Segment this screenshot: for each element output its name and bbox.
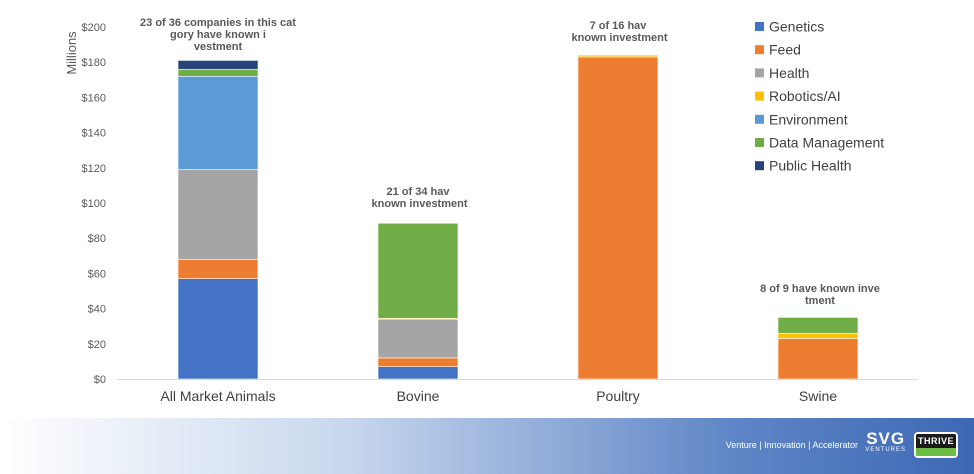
y-tick-label: $140 bbox=[82, 128, 106, 140]
footer-tagline: Venture | Innovation | Accelerator bbox=[725, 440, 858, 450]
legend-label: Robotics/AI bbox=[769, 88, 841, 104]
y-axis-label: Millions bbox=[64, 31, 79, 75]
y-tick-label: $180 bbox=[82, 57, 106, 69]
legend-label: Health bbox=[769, 65, 809, 81]
svg-ventures-logo: SVG VENTURES bbox=[865, 430, 906, 453]
y-tick-label: $0 bbox=[94, 374, 106, 386]
bars bbox=[177, 54, 859, 380]
y-tick-label: $100 bbox=[82, 198, 106, 210]
legend: Genetics Feed Health Robotics/AI Environment… bbox=[755, 19, 884, 174]
bar-segment-health bbox=[177, 169, 259, 260]
legend-swatch bbox=[755, 22, 764, 31]
bar-annotation: 8 of 9 have known inve tment bbox=[760, 283, 880, 307]
bar-annotation-line: 7 of 16 hav bbox=[590, 20, 648, 32]
legend-swatch bbox=[755, 91, 764, 101]
thrive-logo-text: THRIVE bbox=[917, 436, 954, 446]
y-tick-label: $160 bbox=[82, 92, 106, 104]
legend-label: Genetics bbox=[769, 19, 824, 35]
bar-annotation: 21 of 34 hav known investment bbox=[368, 186, 467, 210]
y-tick-label: $80 bbox=[88, 233, 106, 245]
bar-segment-genetics bbox=[377, 366, 459, 380]
y-axis: $0 $20 $40 $60 $80 $100 $120 $140 $160 $180 $200Mi… bbox=[64, 22, 106, 386]
bar-annotation-line: 23 of 36 companies in this cat bbox=[140, 17, 296, 29]
bar-annotation-line: known investment bbox=[368, 198, 467, 210]
legend-swatch bbox=[755, 114, 764, 124]
bar-segment-health bbox=[377, 318, 459, 359]
footer-banner: Venture | Innovation | Accelerator SVG V… bbox=[0, 418, 974, 474]
legend-label: Data Management bbox=[769, 135, 884, 151]
x-tick-label: All Market Animals bbox=[160, 388, 275, 404]
x-tick-label: Bovine bbox=[397, 388, 440, 404]
bar-annotation-line: gory have known i bbox=[170, 29, 266, 41]
bar-segment-feed bbox=[377, 357, 459, 367]
bar-segment-public-health bbox=[177, 60, 259, 70]
legend-swatch bbox=[755, 161, 764, 171]
bar-annotation-line: vestment bbox=[194, 41, 243, 53]
bar-segment-robotics-ai bbox=[777, 332, 859, 339]
bar-segment-feed bbox=[177, 259, 259, 279]
y-tick-label: $120 bbox=[82, 163, 106, 175]
y-tick-label: $60 bbox=[88, 268, 106, 280]
annotations: 23 of 36 companies in this cat gory have … bbox=[140, 17, 880, 307]
svg-logo-text: SVG bbox=[866, 429, 906, 448]
bar-annotation-line: 8 of 9 have known inve bbox=[760, 283, 880, 295]
bar-annotation-line: 21 of 34 hav bbox=[387, 186, 451, 198]
y-tick-label: $20 bbox=[88, 339, 106, 351]
legend-swatch bbox=[755, 45, 764, 55]
x-tick-label: Swine bbox=[799, 388, 837, 404]
y-tick-label: $200 bbox=[82, 22, 106, 34]
thrive-logo-band bbox=[916, 448, 956, 456]
bar-segment-data-management bbox=[177, 68, 259, 77]
legend-swatch bbox=[755, 138, 764, 147]
bar-annotation: 7 of 16 hav known investment bbox=[568, 20, 667, 44]
bar-segment-data-management bbox=[377, 222, 459, 319]
x-axis: All Market Animals Bovine Poultry Swine bbox=[117, 379, 918, 404]
legend-label: Public Health bbox=[769, 158, 852, 174]
x-tick-label: Poultry bbox=[596, 388, 640, 404]
bar-segment-robotics-ai bbox=[577, 54, 659, 58]
legend-label: Feed bbox=[769, 42, 801, 58]
bar-segment-feed bbox=[777, 338, 859, 380]
bar-annotation-line: known investment bbox=[568, 32, 667, 44]
svg-logo-subtext: VENTURES bbox=[865, 447, 906, 453]
bar-segment-environment bbox=[177, 75, 259, 170]
y-tick-label: $40 bbox=[88, 304, 106, 316]
legend-label: Environment bbox=[769, 111, 848, 127]
bar-annotation-line: tment bbox=[805, 295, 835, 307]
thrive-logo: THRIVE bbox=[914, 432, 958, 458]
bar-annotation: 23 of 36 companies in this cat gory have … bbox=[140, 17, 296, 53]
bar-segment-feed bbox=[577, 56, 659, 380]
stacked-bar-chart: $0 $20 $40 $60 $80 $100 $120 $140 $160 $180 $200Mi… bbox=[64, 17, 918, 404]
bar-segment-data-management bbox=[777, 317, 859, 334]
legend-swatch bbox=[755, 68, 764, 78]
bar-segment-genetics bbox=[177, 278, 259, 380]
